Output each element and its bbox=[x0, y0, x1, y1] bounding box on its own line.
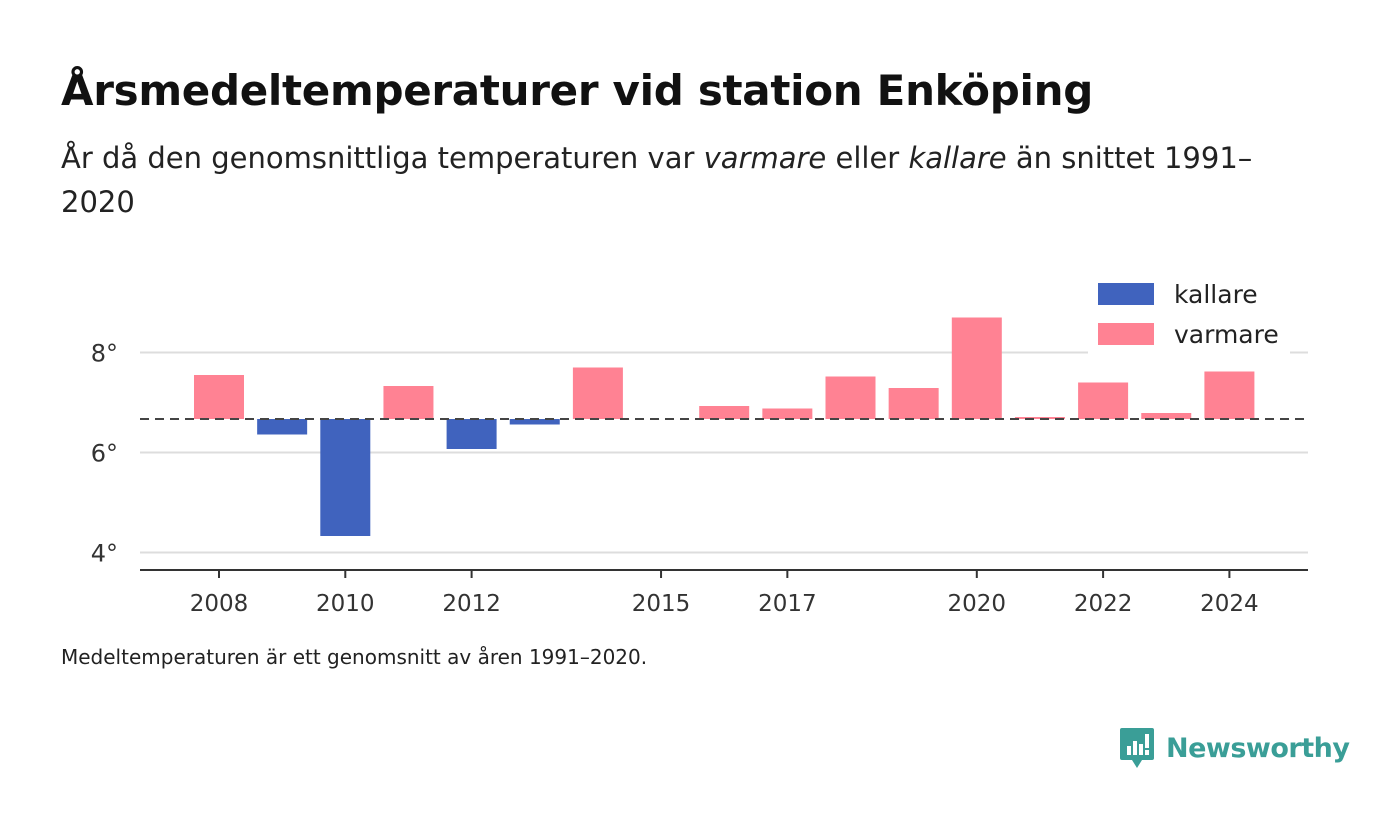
x-tick-label: 2020 bbox=[948, 591, 1007, 617]
x-tick-label: 2024 bbox=[1200, 591, 1259, 617]
bar-varmare bbox=[1204, 371, 1255, 419]
brand-name: Newsworthy bbox=[1166, 732, 1350, 764]
bar-kallare bbox=[257, 419, 308, 435]
bar-varmare bbox=[951, 317, 1002, 419]
legend-label-varmare: varmare bbox=[1174, 320, 1279, 349]
y-tick-label: 8° bbox=[91, 340, 118, 368]
subtitle-cold-word: kallare bbox=[908, 141, 1007, 175]
chart-title: Årsmedeltemperaturer vid station Enköpin… bbox=[61, 66, 1093, 115]
legend-label-kallare: kallare bbox=[1174, 280, 1258, 309]
bar-varmare bbox=[1014, 417, 1065, 419]
bar-varmare bbox=[825, 376, 876, 419]
subtitle-text: År då den genomsnittliga temperaturen va… bbox=[61, 141, 704, 175]
x-tick-label: 2022 bbox=[1074, 591, 1133, 617]
bar-varmare bbox=[383, 386, 434, 419]
subtitle-text: än snittet 1991–2020 bbox=[61, 141, 1253, 219]
y-tick-label: 4° bbox=[91, 540, 118, 568]
bar-varmare bbox=[1141, 413, 1192, 419]
x-tick-label: 2015 bbox=[632, 591, 691, 617]
bar-varmare bbox=[888, 388, 939, 419]
bar-chart: 4° 6° 8° 2008 2010 2012 2015 2017 2020 2022 2024 ka… bbox=[90, 280, 1308, 617]
x-tick-label: 2008 bbox=[190, 591, 249, 617]
x-tick-label: 2012 bbox=[442, 591, 501, 617]
footnote: Medeltemperaturen är ett genomsnitt av å… bbox=[61, 645, 648, 669]
bar-kallare bbox=[509, 419, 560, 425]
bar-kallare bbox=[446, 419, 497, 449]
legend-swatch-varmare bbox=[1098, 323, 1154, 345]
chart-subtitle: År då den genomsnittliga temperaturen va… bbox=[61, 136, 1301, 224]
y-tick-label: 6° bbox=[91, 440, 118, 468]
x-tick-label: 2017 bbox=[758, 591, 817, 617]
newsworthy-logo-icon bbox=[1120, 728, 1154, 768]
x-tick-label: 2010 bbox=[316, 591, 375, 617]
subtitle-text: eller bbox=[826, 141, 909, 175]
subtitle-warm-word: varmare bbox=[703, 141, 827, 175]
bar-kallare bbox=[320, 419, 371, 536]
bar-varmare bbox=[572, 367, 623, 419]
bar-varmare bbox=[1078, 382, 1129, 419]
legend-swatch-kallare bbox=[1098, 283, 1154, 305]
bar-varmare bbox=[194, 375, 244, 419]
brand: Newsworthy bbox=[1118, 726, 1350, 770]
bar-varmare bbox=[762, 408, 813, 419]
bar-varmare bbox=[699, 406, 750, 419]
